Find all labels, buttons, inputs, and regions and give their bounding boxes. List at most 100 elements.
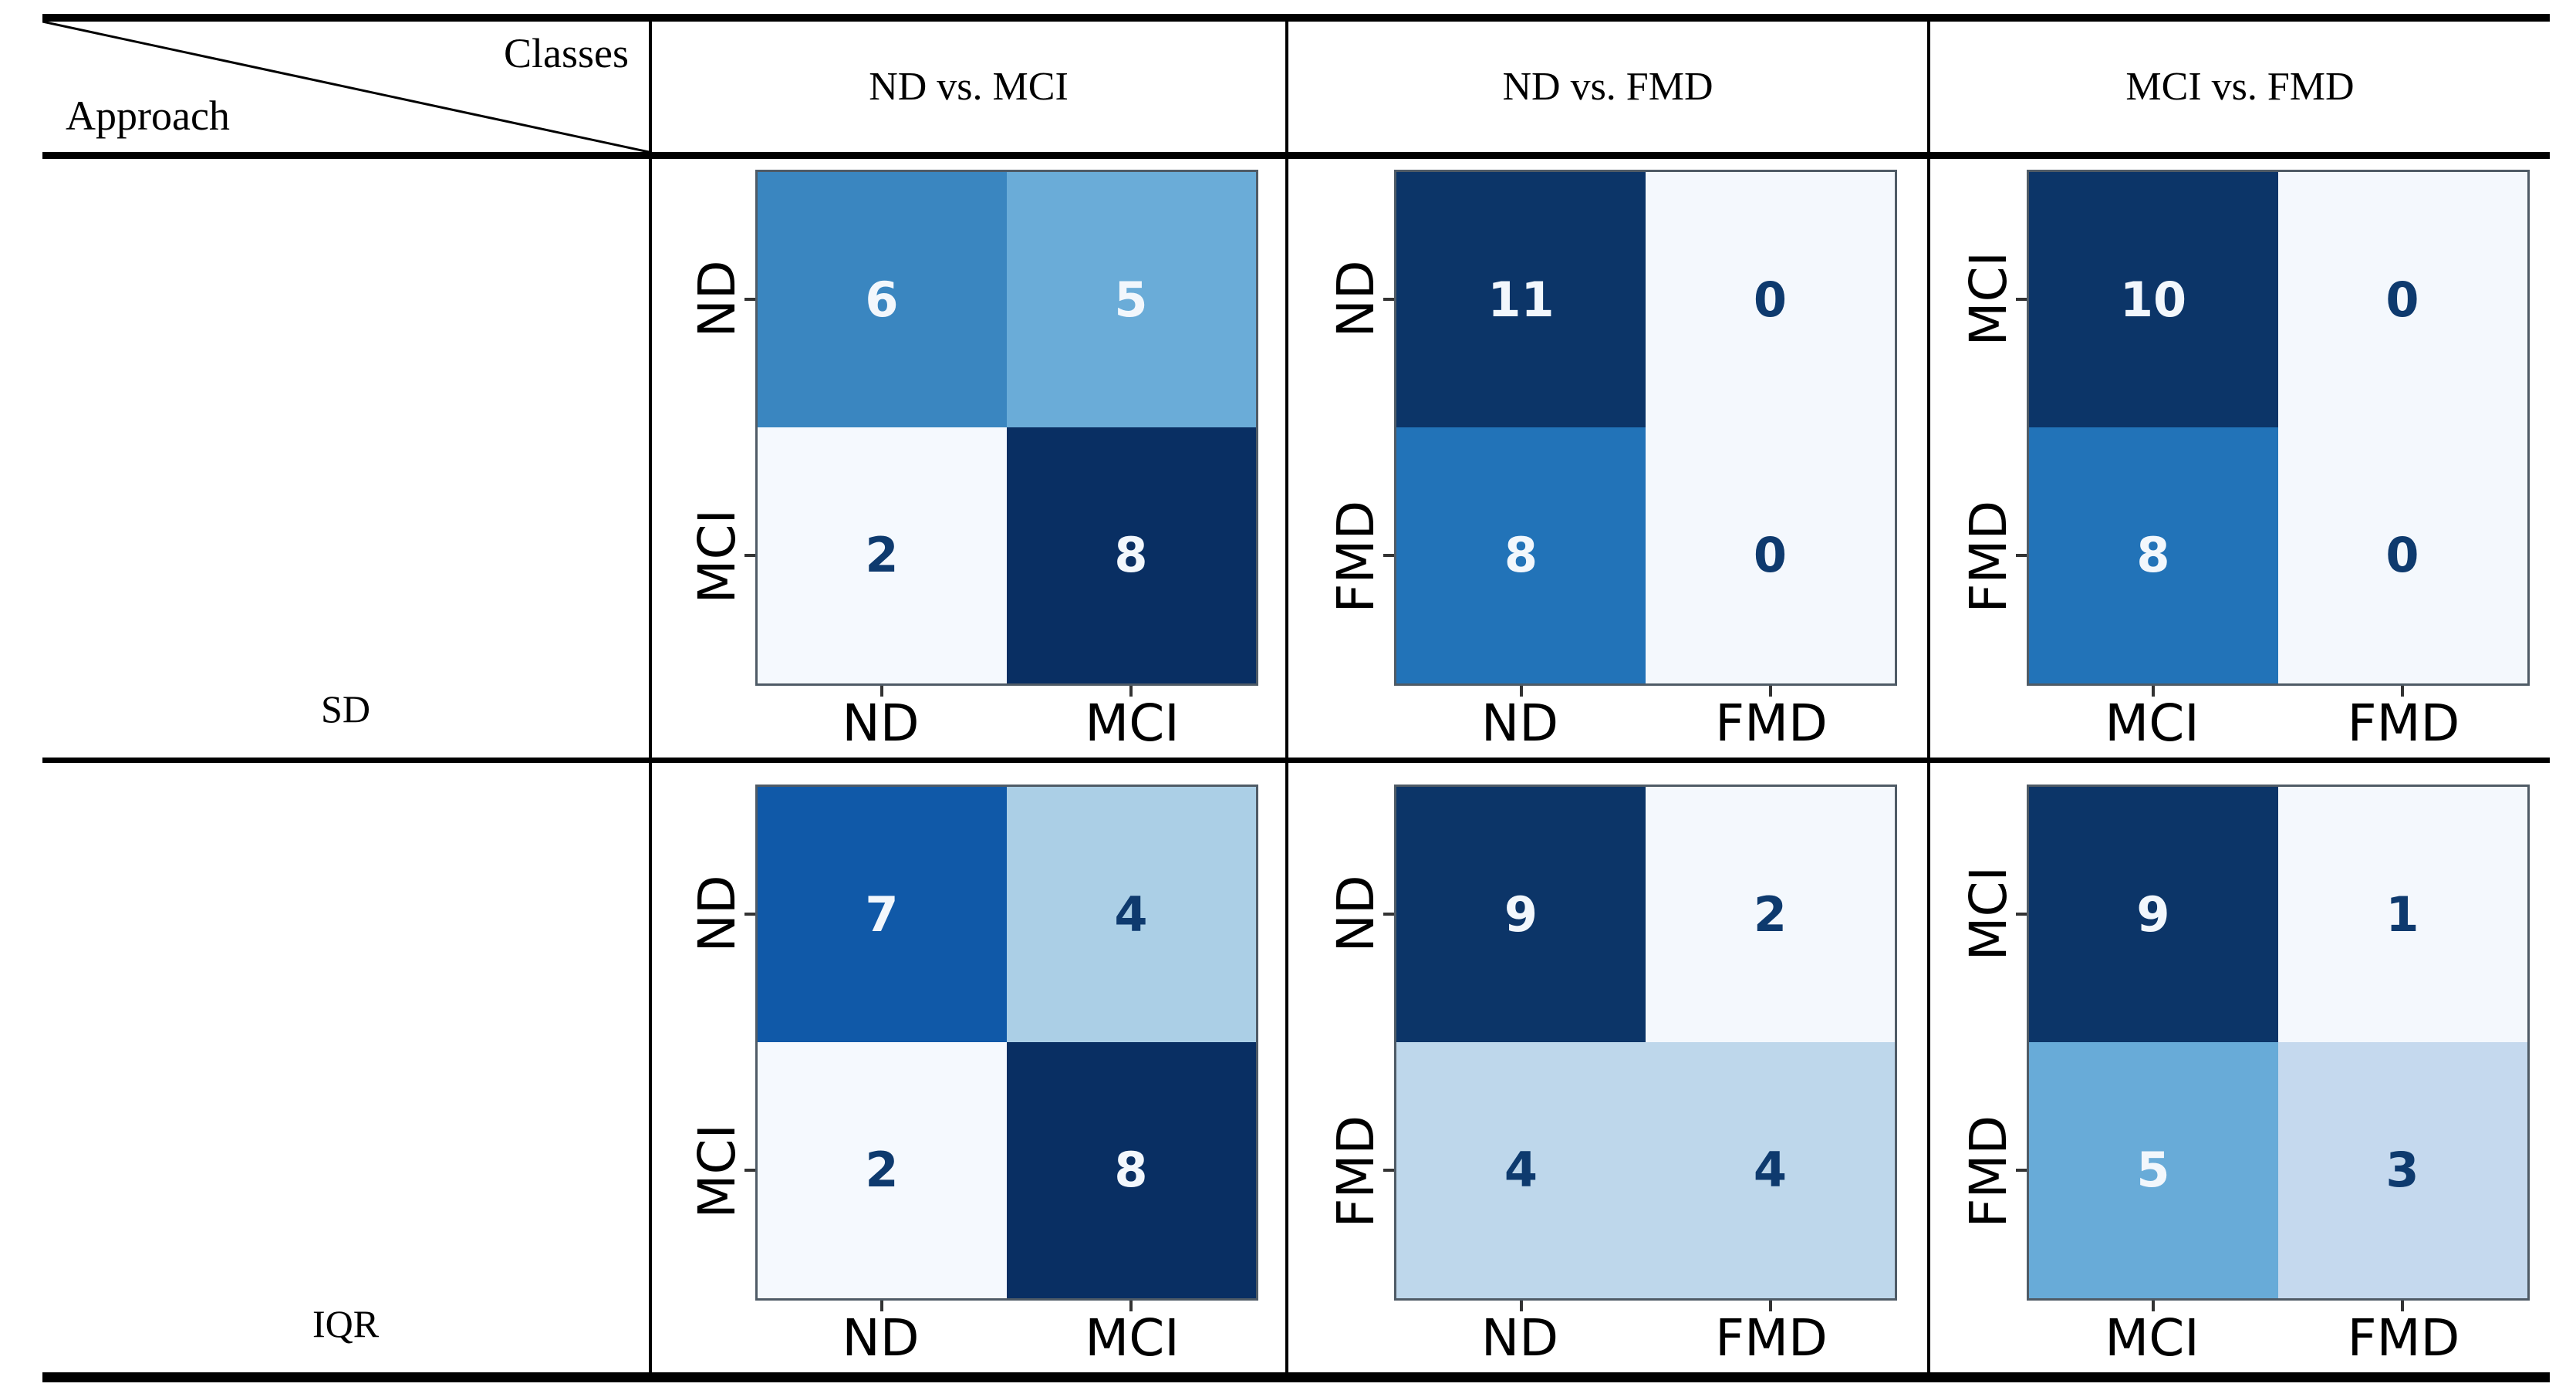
x-axis-label: FMD: [2347, 693, 2460, 753]
matrix-value-cell: 7: [757, 786, 1007, 1043]
x-axis-label: ND: [1480, 693, 1559, 753]
diagonal-divider: [42, 22, 649, 152]
x-axis-label: FMD: [2347, 1308, 2460, 1368]
corner-cell: Classes Approach: [42, 22, 649, 159]
matrix-grid: 10 0 8 0: [2015, 169, 2530, 697]
matrix-cell-sd-nd-vs-mci: ND MCI 6 5 2 8 ND MCI: [649, 159, 1285, 763]
axis-tick: [2152, 1300, 2155, 1311]
y-axis-labels: MCI FMD: [1951, 785, 2027, 1301]
axis-tick: [1519, 685, 1523, 697]
y-axis-labels: ND MCI: [680, 785, 755, 1301]
confusion-matrix-iqr-mci-vs-fmd: MCI FMD 9 1 5 3 MCI FMD: [1951, 784, 2530, 1365]
axis-tick: [2401, 1300, 2404, 1311]
x-axis-label: ND: [842, 693, 920, 753]
approach-label: Approach: [66, 93, 230, 139]
axis-tick: [1519, 1300, 1523, 1311]
y-axis-labels: ND FMD: [1318, 785, 1394, 1301]
x-axis-labels: ND FMD: [1394, 693, 1897, 753]
matrix-cell-sd-nd-vs-fmd: ND FMD 11 0 8 0 ND FMD: [1285, 159, 1927, 763]
matrix-value-cell: 2: [757, 1042, 1007, 1298]
confusion-matrix-iqr-nd-vs-fmd: ND FMD 9 2 4 4 ND FMD: [1318, 784, 1897, 1365]
matrix-value-cell: 8: [1396, 427, 1646, 683]
axis-tick: [744, 298, 755, 302]
matrix-value-cell: 3: [2277, 1042, 2527, 1298]
row-label-sd: SD: [42, 159, 649, 763]
matrix-cell-iqr-mci-vs-fmd: MCI FMD 9 1 5 3 MCI FMD: [1927, 763, 2550, 1372]
matrix-value-cell: 5: [2028, 1042, 2278, 1298]
matrix-value-cell: 0: [1646, 171, 1895, 428]
x-axis-label: MCI: [2105, 693, 2200, 753]
axis-tick: [2015, 913, 2027, 916]
matrix-value-cell: 0: [1646, 427, 1895, 683]
confusion-matrix-sd-mci-vs-fmd: MCI FMD 10 0 8 0 MCI FMD: [1951, 169, 2530, 753]
axis-tick: [1383, 553, 1394, 557]
matrix-cell-iqr-nd-vs-fmd: ND FMD 9 2 4 4 ND FMD: [1285, 763, 1927, 1372]
axis-tick: [744, 1168, 755, 1172]
matrix-value-cell: 10: [2028, 171, 2278, 428]
confusion-matrix-sd-nd-vs-mci: ND MCI 6 5 2 8 ND MCI: [680, 169, 1258, 753]
x-axis-labels: ND MCI: [755, 1311, 1258, 1365]
matrix-value-cell: 9: [2028, 786, 2278, 1043]
x-axis-label: MCI: [1085, 693, 1180, 753]
matrix-value-cell: 4: [1646, 1042, 1895, 1298]
matrix-value-cell: 5: [1006, 171, 1256, 428]
axis-tick: [880, 685, 883, 697]
matrix-value-cell: 0: [2277, 427, 2527, 683]
matrix-value-cell: 2: [757, 427, 1007, 683]
axis-tick: [1383, 1168, 1394, 1172]
matrix-value-cell: 1: [2277, 786, 2527, 1043]
x-axis-label: MCI: [2105, 1308, 2200, 1368]
confusion-matrix-sd-nd-vs-fmd: ND FMD 11 0 8 0 ND FMD: [1318, 169, 1897, 753]
axis-tick: [1129, 685, 1133, 697]
matrix-value-cell: 0: [2277, 171, 2527, 428]
axis-tick: [1768, 685, 1772, 697]
matrix-area: 9 2 4 4 ND FMD: [1383, 784, 1897, 1365]
column-header-mci-vs-fmd: MCI vs. FMD: [1927, 22, 2550, 159]
y-axis-labels: MCI FMD: [1951, 170, 2027, 686]
axis-tick: [1768, 1300, 1772, 1311]
column-header-nd-vs-mci: ND vs. MCI: [649, 22, 1285, 159]
matrix-area: 11 0 8 0 ND FMD: [1383, 169, 1897, 753]
matrix-value-cell: 4: [1006, 786, 1256, 1043]
x-axis-label: ND: [842, 1308, 920, 1368]
matrix-area: 6 5 2 8 ND MCI: [744, 169, 1258, 753]
matrix-area: 7 4 2 8 ND MCI: [744, 784, 1258, 1365]
axis-tick: [2015, 1168, 2027, 1172]
matrix-value-cell: 8: [1006, 1042, 1256, 1298]
axis-tick: [2015, 298, 2027, 302]
x-axis-label: MCI: [1085, 1308, 1180, 1368]
axis-tick: [880, 1300, 883, 1311]
axis-tick: [744, 553, 755, 557]
matrix-value-cell: 9: [1396, 786, 1646, 1043]
axis-tick: [1383, 298, 1394, 302]
y-axis-labels: ND FMD: [1318, 170, 1394, 686]
axis-tick: [2015, 553, 2027, 557]
x-axis-labels: MCI FMD: [2027, 1311, 2530, 1365]
x-axis-labels: ND FMD: [1394, 1311, 1897, 1365]
matrix-value-cell: 2: [1646, 786, 1895, 1043]
column-header-nd-vs-fmd: ND vs. FMD: [1285, 22, 1927, 159]
axis-tick: [744, 913, 755, 916]
matrix-cell-sd-mci-vs-fmd: MCI FMD 10 0 8 0 MCI FMD: [1927, 159, 2550, 763]
matrix-area: 9 1 5 3 MCI FMD: [2015, 784, 2530, 1365]
matrix-area: 10 0 8 0 MCI FMD: [2015, 169, 2530, 753]
x-axis-label: FMD: [1715, 693, 1828, 753]
x-axis-label: ND: [1480, 1308, 1559, 1368]
confusion-matrix-table: Classes Approach ND vs. MCI ND vs. FMD M…: [42, 14, 2550, 1382]
row-label-iqr: IQR: [42, 763, 649, 1372]
matrix-cell-iqr-nd-vs-mci: ND MCI 7 4 2 8 ND MCI: [649, 763, 1285, 1372]
matrix-value-cell: 11: [1396, 171, 1646, 428]
matrix-value-cell: 4: [1396, 1042, 1646, 1298]
confusion-matrix-iqr-nd-vs-mci: ND MCI 7 4 2 8 ND MCI: [680, 784, 1258, 1365]
axis-tick: [1129, 1300, 1133, 1311]
matrix-value-cell: 6: [757, 171, 1007, 428]
x-axis-label: FMD: [1715, 1308, 1828, 1368]
axis-tick: [1383, 913, 1394, 916]
matrix-value-cell: 8: [1006, 427, 1256, 683]
matrix-value-cell: 8: [2028, 427, 2278, 683]
x-axis-labels: MCI FMD: [2027, 693, 2530, 753]
x-axis-labels: ND MCI: [755, 693, 1258, 753]
